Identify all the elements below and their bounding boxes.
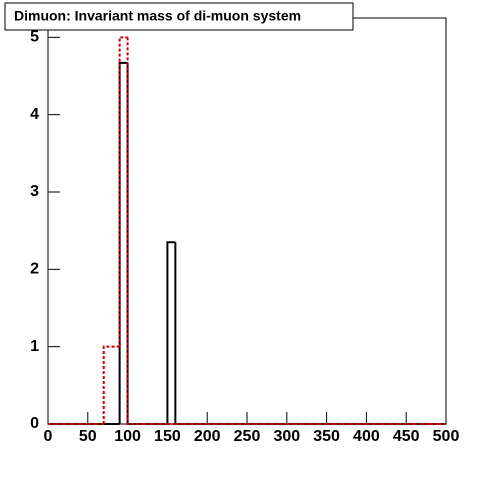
histogram-bin [118,61,128,424]
x-tick-label: 250 [234,428,261,445]
x-tick-label: 150 [154,428,181,445]
x-tick-label: 300 [273,428,300,445]
chart-title: Dimuon: Invariant mass of di-muon system [14,8,301,24]
y-tick-label: 5 [30,29,39,46]
y-tick-label: 2 [30,261,39,278]
y-tick-label: 0 [30,415,39,432]
y-tick-label: 1 [30,338,39,355]
histogram-bin [126,37,136,425]
title-box [4,2,354,31]
x-tick-label: 400 [353,428,380,445]
x-tick-label: 350 [313,428,340,445]
histogram-bin [102,345,112,424]
plot-frame [47,17,447,425]
y-tick-label: 4 [30,106,39,123]
y-tick-label: 3 [30,183,39,200]
x-tick-label: 0 [44,428,53,445]
x-tick-label: 450 [393,428,420,445]
histogram-bin [166,241,176,424]
x-tick-label: 200 [194,428,221,445]
x-tick-label: 50 [79,428,97,445]
x-tick-label: 500 [433,428,460,445]
x-tick-label: 100 [114,428,141,445]
